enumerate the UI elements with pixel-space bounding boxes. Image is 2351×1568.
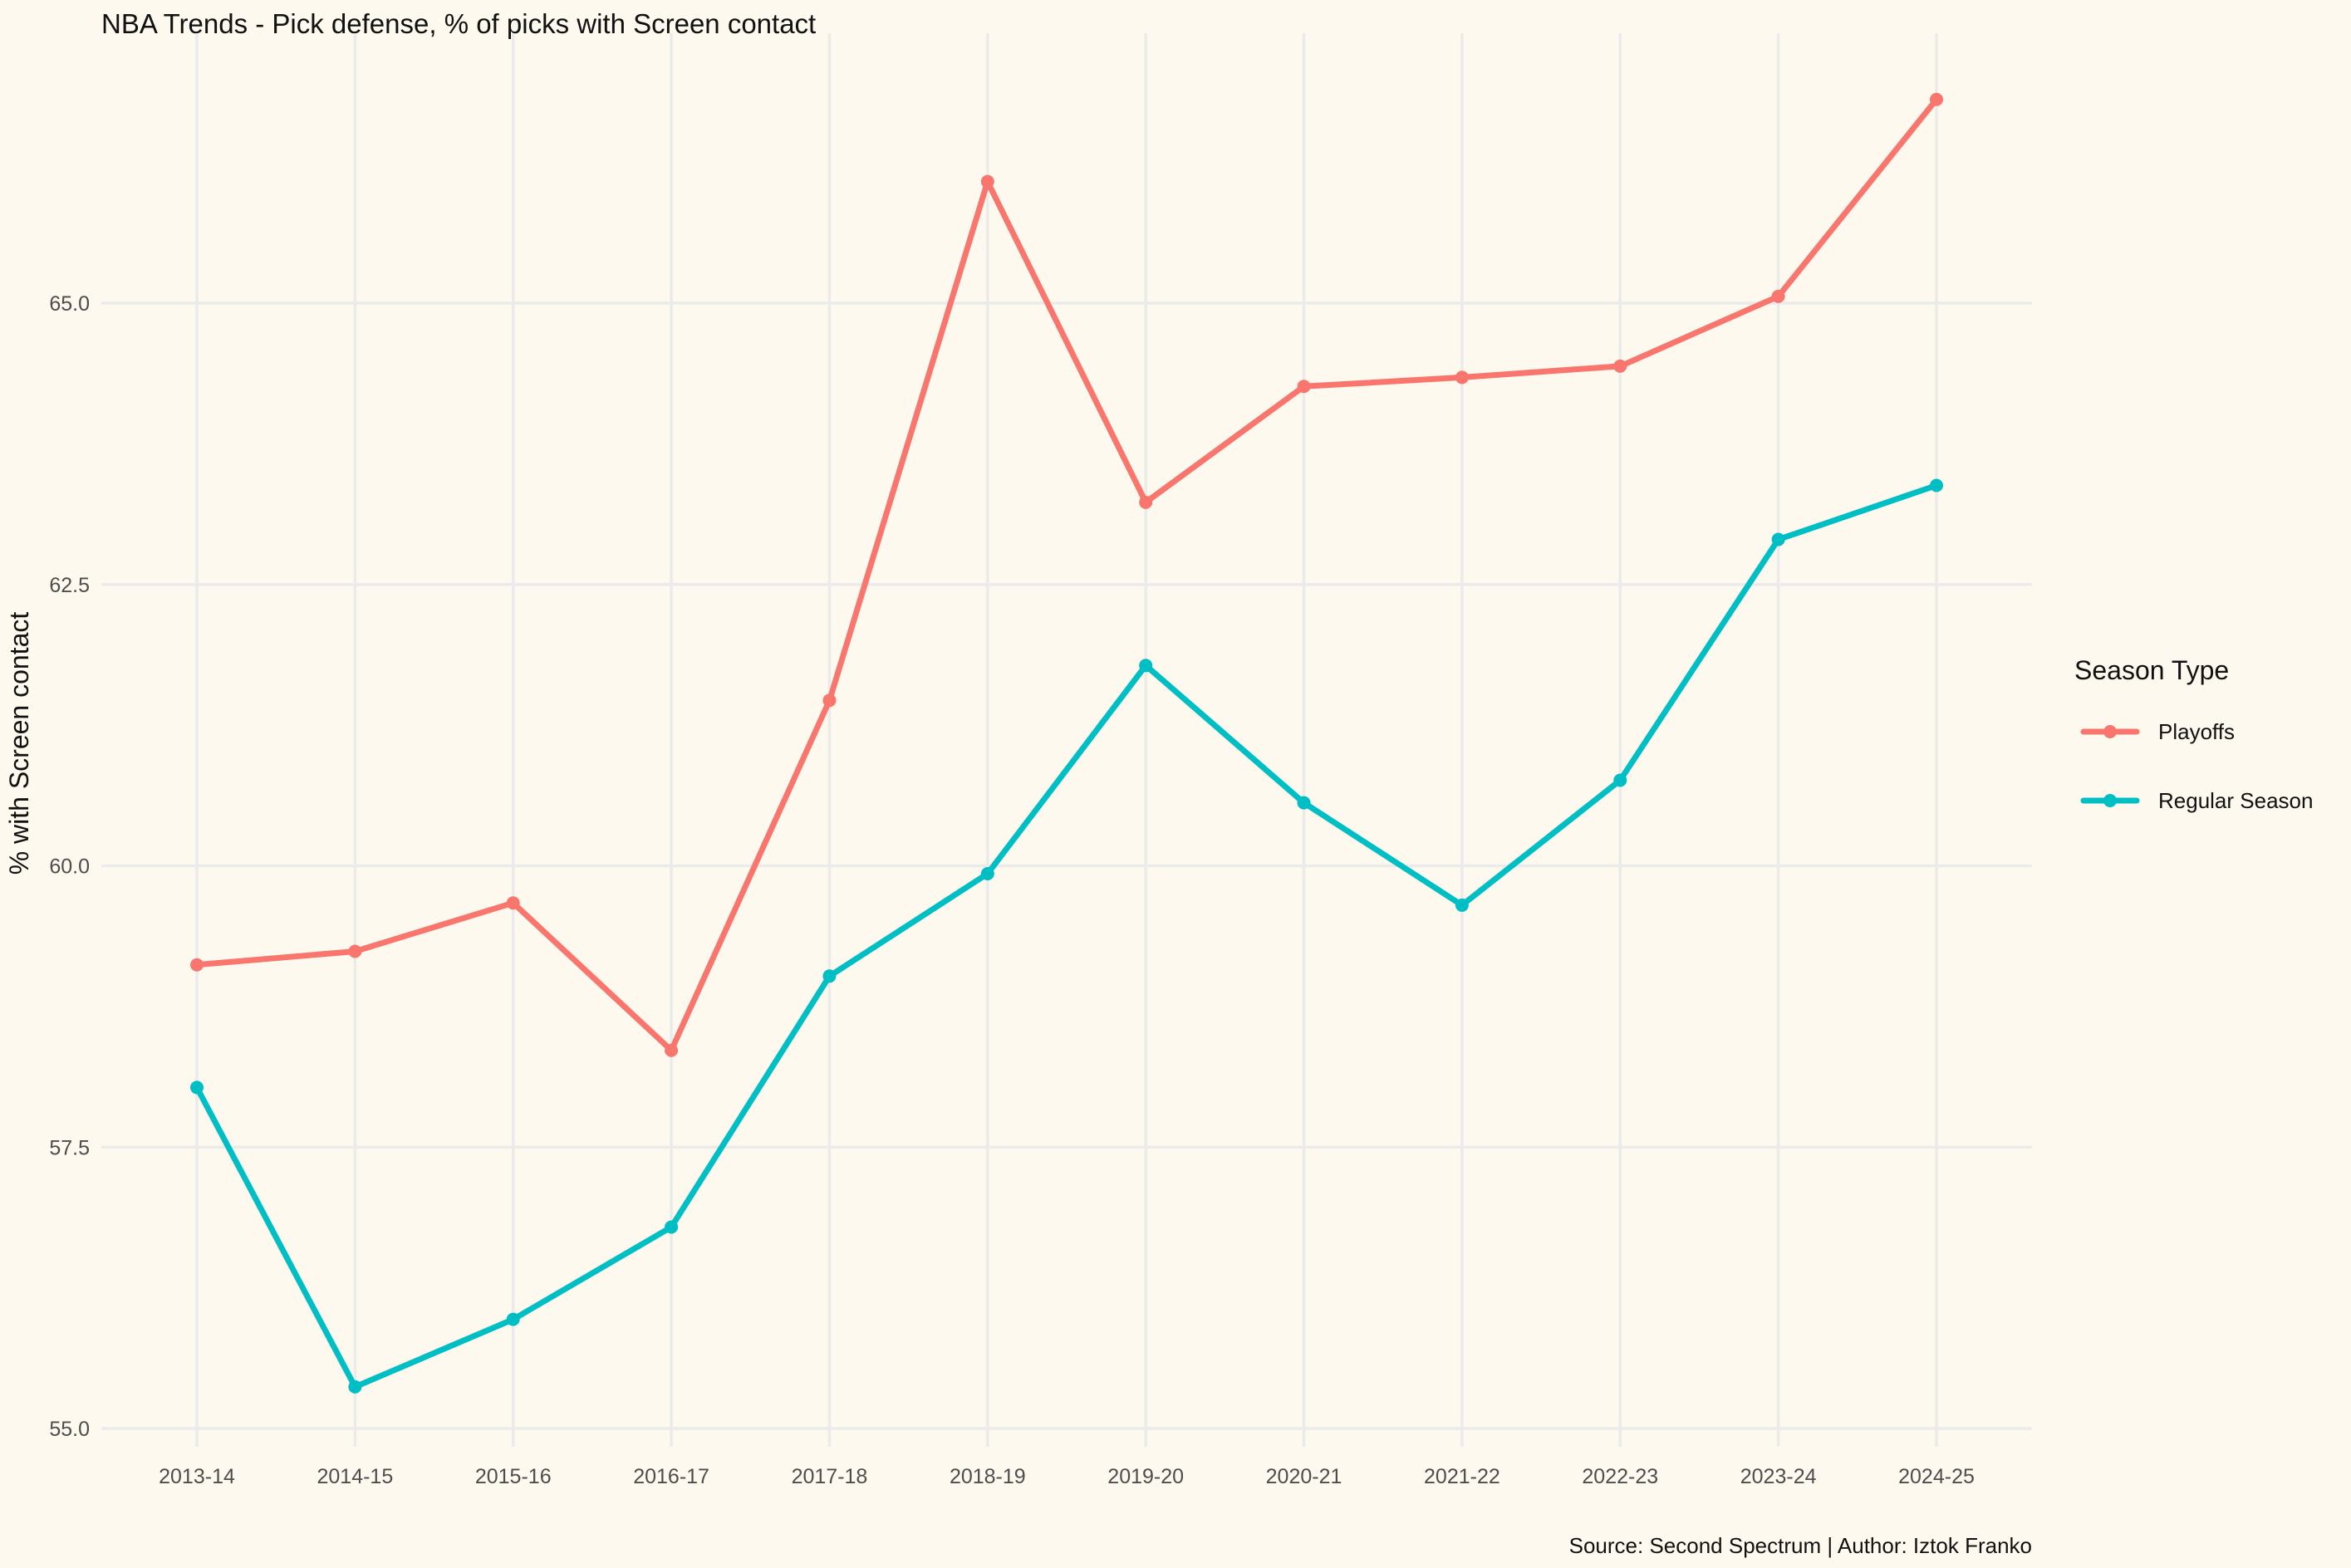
chart-title: NBA Trends - Pick defense, % of picks wi… bbox=[101, 8, 816, 39]
y-tick-label: 60.0 bbox=[49, 855, 90, 879]
y-axis-title: % with Screen contact bbox=[4, 612, 34, 875]
data-point-playoffs bbox=[506, 896, 520, 910]
x-tick-label: 2020-21 bbox=[1266, 1465, 1342, 1488]
axis-labels: 2013-14 2014-15 2015-16 2016-17 2017-18 2018-… bbox=[49, 292, 1975, 1488]
series-line-playoffs bbox=[194, 96, 1940, 1054]
y-tick-label: 62.5 bbox=[49, 574, 90, 597]
data-point-regular-season bbox=[665, 1220, 679, 1234]
data-point-regular-season bbox=[348, 1379, 362, 1394]
y-tick-label: 65.0 bbox=[49, 292, 90, 316]
data-point-regular-season bbox=[190, 1080, 204, 1095]
data-point-playoffs bbox=[822, 693, 837, 708]
data-point-playoffs bbox=[348, 944, 362, 958]
chart-caption: Source: Second Spectrum | Author: Iztok … bbox=[1569, 1533, 2032, 1558]
data-point-playoffs bbox=[1297, 380, 1311, 394]
data-point-playoffs bbox=[1139, 495, 1153, 509]
legend-label-regular-season: Regular Season bbox=[2158, 788, 2313, 813]
data-point-regular-season bbox=[822, 969, 837, 983]
legend: Season Type Playoffs Regular Season bbox=[2074, 655, 2313, 813]
data-point-playoffs bbox=[1771, 289, 1785, 303]
y-tick-label: 55.0 bbox=[49, 1418, 90, 1441]
data-point-playoffs bbox=[980, 174, 994, 189]
x-tick-label: 2018-19 bbox=[950, 1465, 1026, 1488]
x-tick-label: 2019-20 bbox=[1107, 1465, 1184, 1488]
legend-label-playoffs: Playoffs bbox=[2158, 719, 2235, 744]
x-tick-label: 2015-16 bbox=[475, 1465, 552, 1488]
data-point-regular-season bbox=[1930, 478, 1943, 492]
grid bbox=[101, 33, 2032, 1447]
x-tick-label: 2022-23 bbox=[1582, 1465, 1658, 1488]
x-tick-label: 2014-15 bbox=[317, 1465, 393, 1488]
x-tick-label: 2016-17 bbox=[633, 1465, 709, 1488]
x-tick-label: 2024-25 bbox=[1898, 1465, 1975, 1488]
x-tick-label: 2021-22 bbox=[1424, 1465, 1500, 1488]
data-point-regular-season bbox=[1139, 659, 1153, 673]
data-point-playoffs bbox=[1455, 370, 1469, 385]
data-point-regular-season bbox=[1771, 532, 1785, 546]
data-point-playoffs bbox=[1930, 92, 1943, 106]
data-point-regular-season bbox=[1613, 773, 1627, 787]
x-tick-label: 2023-24 bbox=[1740, 1465, 1817, 1488]
series-line-regular-season bbox=[194, 483, 1940, 1390]
x-tick-label: 2013-14 bbox=[159, 1465, 235, 1488]
data-point-playoffs bbox=[1613, 359, 1627, 373]
data-point-regular-season bbox=[980, 866, 994, 880]
legend-key-point-playoffs bbox=[2103, 725, 2117, 738]
data-point-regular-season bbox=[1455, 898, 1469, 912]
legend-key-point-regular-season bbox=[2103, 794, 2117, 807]
data-point-regular-season bbox=[1297, 796, 1311, 810]
y-tick-label: 57.5 bbox=[49, 1136, 90, 1159]
x-tick-label: 2017-18 bbox=[792, 1465, 868, 1488]
series bbox=[190, 92, 1943, 1394]
legend-title: Season Type bbox=[2074, 655, 2229, 685]
data-point-regular-season bbox=[506, 1312, 520, 1326]
data-point-playoffs bbox=[190, 958, 204, 972]
data-point-playoffs bbox=[665, 1043, 679, 1057]
